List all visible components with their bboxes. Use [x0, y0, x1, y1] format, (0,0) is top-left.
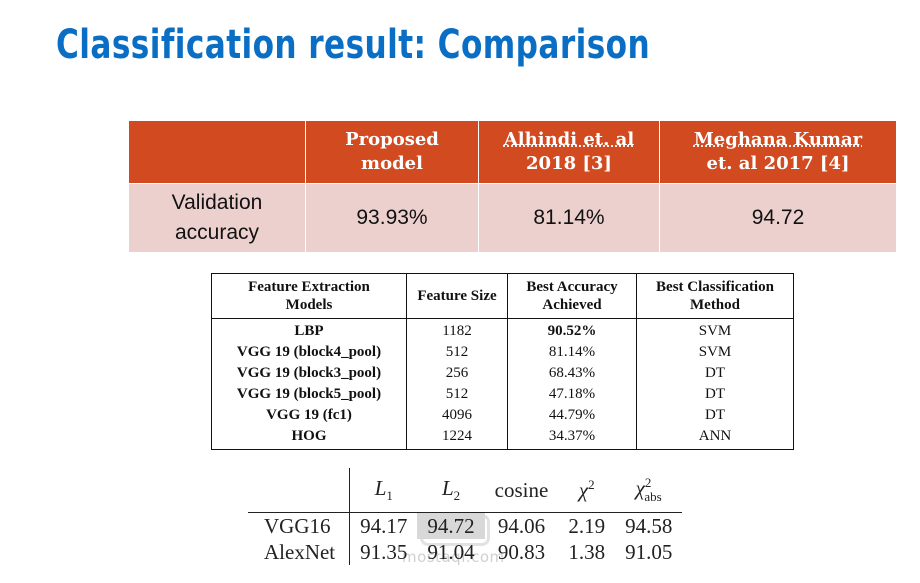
- metric-symbol: χ2: [578, 477, 595, 502]
- metric-symbol: χ2abs: [635, 475, 662, 504]
- metric-value: 94.17: [360, 514, 408, 538]
- metric-value: 94.72: [417, 512, 485, 539]
- accuracy-cell: 81.14%: [507, 342, 637, 363]
- header-line: model: [361, 153, 423, 174]
- metric-header-l1: L1: [349, 468, 418, 513]
- watermark-text: mostaql.com: [402, 548, 505, 566]
- model-cell: VGG 19 (block4_pool): [211, 342, 407, 363]
- metric-symbol: L1: [374, 475, 393, 504]
- feature-extraction-table: Feature Extraction Models Feature Size B…: [211, 273, 794, 450]
- size-cell: 256: [406, 363, 508, 384]
- value-cell: 93.93%: [305, 183, 479, 253]
- size-cell: 512: [406, 384, 508, 405]
- method-cell: SVM: [636, 342, 794, 363]
- table-row: VGG 19 (block3_pool) 256 68.43% DT: [211, 363, 794, 384]
- metric-value: 94.06: [497, 514, 546, 538]
- feature-header-row: Feature Extraction Models Feature Size B…: [211, 273, 794, 319]
- feature-header-cell: Feature Extraction Models: [211, 273, 407, 319]
- comparison-header-row: Proposed model Alhindi et. al 2018 [3] M…: [128, 120, 897, 184]
- feature-header-cell: Best Accuracy Achieved: [507, 273, 637, 319]
- size-cell: 1182: [406, 318, 508, 342]
- feature-header-cell: Best Classification Method: [636, 273, 794, 319]
- header-line: Meghana Kumar: [660, 128, 896, 152]
- model-cell: VGG 19 (block5_pool): [211, 384, 407, 405]
- accuracy-cell: 34.37%: [507, 426, 637, 450]
- comparison-header-alhindi: Alhindi et. al 2018 [3]: [478, 120, 660, 184]
- accuracy-cell: 90.52%: [507, 318, 637, 342]
- header-line: 2018 [3]: [526, 153, 612, 174]
- metric-header-chi2abs: χ2abs: [615, 468, 683, 513]
- header-line: Feature Size: [417, 288, 497, 304]
- model-cell: HOG: [211, 426, 407, 450]
- metric-header-row: L1 L2 cosine χ2 χ2abs: [248, 468, 683, 513]
- comparison-header-meghana: Meghana Kumar et. al 2017 [4]: [659, 120, 897, 184]
- header-underlined-text: Meghana Kumar: [693, 129, 863, 150]
- method-cell: SVM: [636, 318, 794, 342]
- metric-value: 91.35: [360, 540, 408, 564]
- header-line: Models: [285, 297, 333, 313]
- row-label: Validation accuracy: [128, 183, 306, 253]
- method-cell: DT: [636, 405, 794, 426]
- comparison-row: Validation accuracy 93.93% 81.14% 94.72: [128, 183, 897, 253]
- metric-header-l2: L2: [417, 468, 485, 513]
- method-cell: DT: [636, 363, 794, 384]
- accuracy-cell: 47.18%: [507, 384, 637, 405]
- metric-value: 90.83: [497, 540, 546, 564]
- metric-value: 91.04: [427, 540, 475, 564]
- metric-value: 94.58: [625, 514, 673, 538]
- accuracy-cell: 68.43%: [507, 363, 637, 384]
- table-row: VGG16 94.17 94.72 94.06 2.19 94.58: [248, 512, 682, 539]
- metric-header-empty: [248, 468, 351, 513]
- metric-symbol: L2: [441, 475, 461, 504]
- header-line: et. al 2017 [4]: [706, 153, 850, 174]
- table-row: VGG 19 (block5_pool) 512 47.18% DT: [211, 384, 794, 405]
- comparison-header-empty: [128, 120, 306, 184]
- metric-header-cosine: cosine: [484, 468, 559, 513]
- metric-header-chi2: χ2: [558, 468, 616, 513]
- comparison-header-proposed: Proposed model: [305, 120, 479, 184]
- table-row: HOG 1224 34.37% ANN: [211, 426, 794, 450]
- header-line: Proposed: [345, 129, 439, 150]
- header-line: Alhindi et. al: [479, 128, 659, 152]
- header-line: Achieved: [542, 297, 602, 313]
- table-row: VGG 19 (fc1) 4096 44.79% DT: [211, 405, 794, 426]
- metric-value: 1.38: [568, 540, 606, 564]
- value-cell: 94.72: [659, 183, 897, 253]
- model-cell: VGG 19 (fc1): [211, 405, 407, 426]
- slide-title: Classification result: Comparison: [56, 22, 651, 68]
- table-row: VGG 19 (block4_pool) 512 81.14% SVM: [211, 342, 794, 363]
- header-line: Best Accuracy: [526, 279, 618, 295]
- size-cell: 512: [406, 342, 508, 363]
- header-line: Method: [690, 297, 740, 313]
- table-row: AlexNet 91.35 91.04 90.83 1.38 91.05: [248, 539, 682, 565]
- size-cell: 1224: [406, 426, 508, 450]
- method-cell: ANN: [636, 426, 794, 450]
- model-cell: LBP: [211, 318, 407, 342]
- feature-header-cell: Feature Size: [406, 273, 508, 319]
- row-label-line: accuracy: [174, 221, 260, 244]
- header-line: Best Classification: [656, 279, 774, 295]
- metric-value: 91.05: [625, 540, 673, 564]
- network-name: AlexNet: [248, 539, 351, 565]
- header-underlined-text: Alhindi et. al: [503, 129, 635, 150]
- model-cell: VGG 19 (block3_pool): [211, 363, 407, 384]
- method-cell: DT: [636, 384, 794, 405]
- row-label-line: Validation: [171, 191, 263, 214]
- value-cell: 81.14%: [478, 183, 660, 253]
- network-name: VGG16: [248, 512, 351, 539]
- metric-value: 2.19: [568, 514, 606, 538]
- distance-metric-table: L1 L2 cosine χ2 χ2abs VGG16 94.17 94.72 …: [248, 468, 683, 565]
- header-line: Feature Extraction: [248, 279, 370, 295]
- accuracy-cell: 44.79%: [507, 405, 637, 426]
- table-row: LBP 1182 90.52% SVM: [211, 318, 794, 342]
- comparison-table: Proposed model Alhindi et. al 2018 [3] M…: [128, 120, 897, 253]
- size-cell: 4096: [406, 405, 508, 426]
